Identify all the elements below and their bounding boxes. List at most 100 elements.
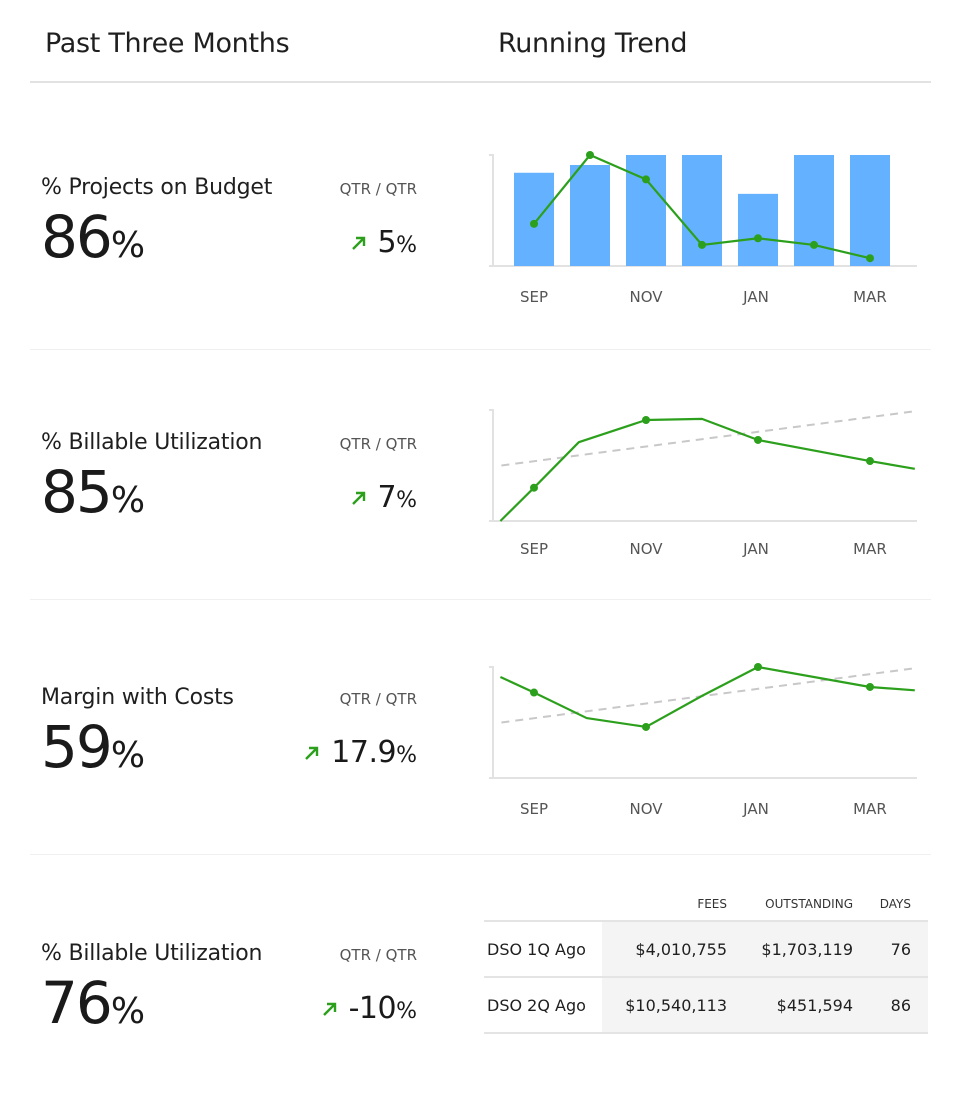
line-point bbox=[754, 435, 762, 444]
x-tick-label: NOV bbox=[629, 800, 663, 818]
arrow-up-right-icon bbox=[305, 746, 319, 760]
metric-title: % Billable Utilization bbox=[41, 941, 263, 966]
metric-value-unit: % bbox=[110, 991, 146, 1032]
table-row: DSO 2Q Ago $10,540,113 $451,594 86 bbox=[484, 978, 928, 1034]
delta-number: 5 bbox=[377, 225, 397, 260]
row-label: DSO 1Q Ago bbox=[487, 939, 586, 959]
metric-billable-utilization-2: % Billable Utilization QTR / QTR 76% -10… bbox=[41, 941, 421, 1051]
metric-billable-utilization: % Billable Utilization QTR / QTR 85% 7% bbox=[41, 430, 421, 540]
column-header-fees: FEES bbox=[697, 897, 727, 911]
fees-cell: $10,540,113 bbox=[625, 995, 727, 1015]
line-point bbox=[754, 663, 762, 671]
x-tick-label: SEP bbox=[520, 800, 548, 818]
series-line bbox=[499, 417, 915, 522]
bar bbox=[682, 155, 722, 266]
metric-value-unit: % bbox=[110, 225, 146, 266]
metric-delta: 17.9% bbox=[303, 735, 417, 770]
column-header-outstanding: OUTSTANDING bbox=[765, 897, 853, 911]
y-axis bbox=[489, 666, 494, 778]
metric-title: % Projects on Budget bbox=[41, 175, 273, 200]
metric-value: 86% bbox=[41, 203, 145, 271]
x-tick-label: NOV bbox=[629, 288, 663, 306]
line-point bbox=[866, 682, 874, 691]
series-line bbox=[499, 665, 915, 729]
delta-unit: % bbox=[396, 999, 417, 1024]
metric-margin-with-costs: Margin with Costs QTR / QTR 59% 17.9% bbox=[41, 685, 421, 795]
delta-unit: % bbox=[396, 488, 417, 513]
metric-value-unit: % bbox=[110, 735, 146, 776]
x-tick-label: SEP bbox=[520, 540, 548, 558]
table-row: DSO 1Q Ago $4,010,755 $1,703,119 76 bbox=[484, 922, 928, 978]
bar bbox=[626, 155, 666, 266]
line-point bbox=[698, 240, 706, 249]
metric-value-unit: % bbox=[110, 480, 146, 521]
days-cell: 76 bbox=[890, 939, 911, 959]
billable-utilization-trend-chart: SEP NOV JAN MAR bbox=[489, 409, 917, 558]
y-axis bbox=[489, 154, 494, 266]
compare-label: QTR / QTR bbox=[339, 180, 417, 198]
table-header: FEES OUTSTANDING DAYS bbox=[484, 888, 928, 922]
arrow-up-right-icon bbox=[351, 491, 365, 505]
metric-value: 59% bbox=[41, 713, 145, 781]
line-point bbox=[642, 175, 650, 184]
line-point bbox=[530, 688, 538, 697]
metric-delta: -10% bbox=[321, 991, 417, 1026]
compare-label: QTR / QTR bbox=[339, 435, 417, 453]
x-tick-label: SEP bbox=[520, 288, 548, 306]
x-tick-label: JAN bbox=[742, 288, 769, 306]
arrow-up-right-icon bbox=[351, 236, 365, 250]
line-point bbox=[586, 151, 594, 159]
trend-dashed-line bbox=[501, 667, 916, 724]
bar bbox=[570, 164, 610, 266]
line-point bbox=[810, 240, 818, 249]
margin-with-costs-trend-chart: SEP NOV JAN MAR bbox=[489, 663, 917, 818]
metric-title: % Billable Utilization bbox=[41, 430, 263, 455]
delta-unit: % bbox=[396, 233, 417, 258]
x-tick-label: MAR bbox=[853, 540, 887, 558]
metric-value-number: 59 bbox=[41, 713, 113, 781]
line-point bbox=[754, 234, 762, 243]
row-label: DSO 2Q Ago bbox=[487, 995, 586, 1015]
delta-number: 17.9 bbox=[331, 735, 397, 770]
metric-value: 85% bbox=[41, 458, 145, 526]
metric-value-number: 85 bbox=[41, 458, 113, 526]
arrow-up-right-icon bbox=[322, 1002, 336, 1016]
delta-number: -10 bbox=[348, 991, 397, 1026]
line-point bbox=[530, 483, 538, 492]
metric-value: 76% bbox=[41, 969, 145, 1037]
outstanding-cell: $451,594 bbox=[776, 995, 853, 1015]
delta-number: 7 bbox=[377, 480, 397, 515]
outstanding-cell: $1,703,119 bbox=[761, 939, 853, 959]
compare-label: QTR / QTR bbox=[339, 946, 417, 964]
metric-delta: 5% bbox=[350, 225, 417, 260]
column-header-days: DAYS bbox=[879, 897, 911, 911]
x-tick-label: MAR bbox=[853, 288, 887, 306]
delta-unit: % bbox=[396, 743, 417, 768]
line-point bbox=[866, 457, 874, 466]
line-point bbox=[530, 219, 538, 228]
metric-value-number: 86 bbox=[41, 203, 113, 271]
days-cell: 86 bbox=[890, 995, 911, 1015]
metric-value-number: 76 bbox=[41, 969, 113, 1037]
y-axis bbox=[489, 409, 494, 521]
metric-projects-on-budget: % Projects on Budget QTR / QTR 86% 5% bbox=[41, 175, 421, 285]
x-tick-label: JAN bbox=[742, 800, 769, 818]
x-tick-label: JAN bbox=[742, 540, 769, 558]
compare-label: QTR / QTR bbox=[339, 690, 417, 708]
x-tick-label: MAR bbox=[853, 800, 887, 818]
metric-delta: 7% bbox=[350, 480, 417, 515]
section-title-running-trend: Running Trend bbox=[498, 28, 688, 59]
line-point bbox=[866, 254, 874, 263]
x-tick-label: NOV bbox=[629, 540, 663, 558]
bar bbox=[738, 193, 778, 266]
section-title-past-three-months: Past Three Months bbox=[45, 28, 290, 59]
line-point bbox=[642, 722, 650, 731]
fees-cell: $4,010,755 bbox=[635, 939, 727, 959]
projects-on-budget-trend-chart: SEP NOV JAN MAR bbox=[489, 151, 917, 306]
row-divider bbox=[30, 599, 931, 600]
header-divider bbox=[30, 81, 931, 83]
metric-title: Margin with Costs bbox=[41, 685, 234, 710]
line-point bbox=[642, 415, 650, 424]
bar bbox=[850, 155, 890, 266]
dso-table: FEES OUTSTANDING DAYS DSO 1Q Ago $4,010,… bbox=[484, 888, 928, 1034]
